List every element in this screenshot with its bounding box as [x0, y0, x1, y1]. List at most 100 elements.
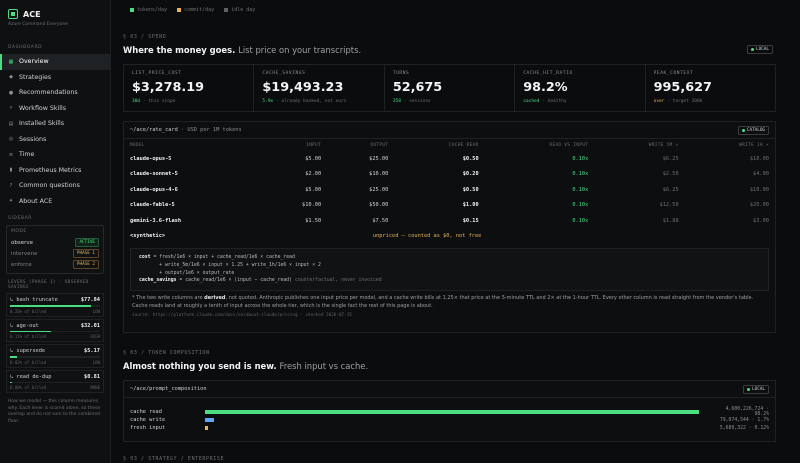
sidebar-item-label: Overview — [19, 58, 49, 65]
table-cell: 0.10x — [485, 182, 595, 198]
table-cell: 0.10x — [485, 167, 595, 183]
kpi-note-text: · already banked, not ours — [276, 99, 346, 104]
lever-value: $32.01 — [81, 323, 100, 329]
kpi-note: over · target 200k — [654, 99, 767, 104]
composition-count: 4,600,226,724 · 98.2% — [708, 407, 769, 417]
kpi-list-price-cost: LIST_PRICE_COST $3,278.19 30d · this scope — [124, 65, 254, 111]
sidebar-item-installed-skills[interactable]: ▤ Installed Skills — [0, 116, 110, 132]
table-row[interactable]: claude-sonnet-5 $2.00 $10.00 $0.20 0.10x $2.5… — [124, 167, 775, 183]
lever-meta: 0.00% of billed NONE — [10, 385, 100, 390]
tokens-subtitle: Fresh input vs cache. — [280, 361, 369, 371]
table-cell: $7.50 — [327, 213, 394, 229]
lever-share: 0.11% of billed — [10, 334, 46, 339]
rate-footnote: * The two write columns are derived, not… — [124, 295, 775, 310]
formula-expr: = cache_read/1e6 × (input − cache_read) — [177, 278, 295, 283]
table-cell: $5.00 — [260, 151, 327, 167]
sidebar-item-label: Installed Skills — [19, 120, 64, 127]
lever-value: $0.81 — [84, 374, 100, 380]
spend-kicker: § 03 / SPEND — [123, 34, 166, 40]
lever-item[interactable]: ↳ read de-dup $0.81 0.00% of billed NONE — [6, 370, 104, 394]
lever-item[interactable]: ↳ supersede $5.17 0.02% of billed LOW — [6, 344, 104, 368]
table-cell: $2.00 — [260, 167, 327, 183]
spend-title: Where the money goes. List price on your… — [123, 45, 361, 55]
top-legend: tokens/day commit/day idle day — [130, 7, 255, 13]
table-row[interactable]: claude-opus-4-6 $5.00 $25.00 $0.50 0.10x $6.2… — [124, 182, 775, 198]
table-cell: $10.00 — [685, 151, 775, 167]
lever-share: 0.02% of billed — [10, 360, 46, 365]
info-icon: ✦ — [8, 198, 14, 204]
table-cell: 0.10x — [485, 198, 595, 214]
lever-confidence: LOW — [93, 360, 100, 365]
mode-badge: ACTIVE — [75, 238, 99, 247]
table-cell: claude-sonnet-5 — [124, 167, 260, 183]
formula-key: cache_savings — [139, 278, 177, 283]
sidebar-item-common-questions[interactable]: ? Common questions — [0, 178, 110, 194]
formula-key: cost — [139, 255, 151, 260]
composition-count: 79,074,544 · 1.7% — [720, 418, 769, 423]
formula-expr: = fresh/1e6 × input + cache_read/1e6 × c… — [151, 255, 295, 260]
lever-confidence: NONE — [90, 385, 100, 390]
table-cell: $50.00 — [327, 198, 394, 214]
sidebar-item-recommendations[interactable]: ● Recommendations — [0, 85, 110, 101]
table-cell — [685, 229, 775, 245]
metrics-icon: ▮ — [8, 167, 14, 173]
footnote-pre: * The two write columns are — [132, 295, 204, 301]
lever-row: ↳ read de-dup $0.81 — [10, 374, 100, 380]
sidebar-item-sessions[interactable]: ◎ Sessions — [0, 132, 110, 148]
table-row-synthetic[interactable]: <synthetic> unpriced — counted as $0, not… — [124, 229, 775, 245]
lever-label: ↳ supersede — [10, 348, 45, 354]
lever-item[interactable]: ↳ bash truncate $77.84 0.26% of billed LOW — [6, 293, 104, 317]
table-cell: $1.00 — [394, 198, 484, 214]
legend-swatch-icon — [224, 8, 228, 12]
table-row[interactable]: claude-fable-5 $10.00 $50.00 $1.00 0.10x $12.… — [124, 198, 775, 214]
table-cell: $5.00 — [260, 182, 327, 198]
table-cell: $10.00 — [260, 198, 327, 214]
sidebar-item-about-ace[interactable]: ✦ About ACE — [0, 194, 110, 210]
mode-row-intervene[interactable]: intervene PHASE 1 — [11, 248, 99, 259]
column-header: MODEL — [124, 139, 260, 151]
brand[interactable]: ACE — [0, 0, 110, 19]
sidebar-item-time[interactable]: ≡ Time — [0, 147, 110, 163]
pricing-source[interactable]: source: https://platform.claude.com/docs… — [124, 310, 775, 322]
table-cell: gemini-3.6-flash — [124, 213, 260, 229]
kpi-label: LIST_PRICE_COST — [132, 71, 245, 76]
sidebar-item-workflow-skills[interactable]: ⚡ Workflow Skills — [0, 101, 110, 117]
formula-expr: + write_5m/1e6 × input × 1.25 + write_1h… — [139, 263, 321, 268]
sidebar-item-overview[interactable]: ▦ Overview — [0, 54, 110, 70]
formula-line: + output/1e6 × output_rate — [139, 270, 760, 278]
legend-item: tokens/day — [130, 7, 167, 13]
composition-label: fresh input — [130, 425, 205, 431]
mode-row-observe[interactable]: observe ACTIVE — [11, 237, 99, 248]
lever-value: $5.17 — [84, 348, 100, 354]
lever-item[interactable]: ↳ age-out $32.01 0.11% of billed HIGH — [6, 319, 104, 343]
formula-comment: counterfactual, never invoiced — [295, 278, 382, 283]
table-row[interactable]: claude-opus-5 $5.00 $25.00 $0.50 0.10x $6.25 $… — [124, 151, 775, 167]
mode-label: intervene — [11, 251, 37, 257]
table-cell: $1.50 — [260, 213, 327, 229]
rate-card: ~/ace/rate_card · USD per 1M tokens CATA… — [123, 121, 776, 333]
next-kicker: § 03 / STRATEGY / ENTERPRISE — [123, 456, 224, 462]
lever-label: ↳ bash truncate — [10, 297, 58, 303]
mode-row-enforce[interactable]: enforce PHASE 2 — [11, 259, 99, 270]
composition-header: ~/ace/prompt_composition LOCAL — [124, 381, 775, 398]
table-cell: $2.50 — [594, 167, 684, 183]
rate-card-header: ~/ace/rate_card · USD per 1M tokens CATA… — [124, 122, 775, 139]
kpi-note: 30d · this scope — [132, 99, 245, 104]
sidebar-item-strategies[interactable]: ◆ Strategies — [0, 70, 110, 86]
brand-name: ACE — [23, 10, 41, 19]
lever-bar — [10, 382, 100, 384]
table-row[interactable]: gemini-3.6-flash $1.50 $7.50 $0.15 0.10x $1.8… — [124, 213, 775, 229]
composition-row-cache-write: cache write 79,074,544 · 1.7% — [124, 416, 775, 424]
kpi-note-lead: 30d — [132, 99, 140, 104]
lever-confidence: HIGH — [90, 334, 100, 339]
brand-subtitle: Azure Command Everyone — [0, 19, 110, 27]
table-cell: $10.00 — [685, 182, 775, 198]
lever-row: ↳ bash truncate $77.84 — [10, 297, 100, 303]
lever-meta: 0.02% of billed LOW — [10, 360, 100, 365]
table-cell: $20.00 — [685, 198, 775, 214]
composition-row-fresh-input: fresh input 5,689,322 · 0.12% — [124, 424, 775, 432]
lever-confidence: LOW — [93, 309, 100, 314]
lever-share: 0.26% of billed — [10, 309, 46, 314]
mode-badge: PHASE 2 — [73, 260, 99, 269]
sidebar-item-prometheus-metrics[interactable]: ▮ Prometheus Metrics — [0, 163, 110, 179]
